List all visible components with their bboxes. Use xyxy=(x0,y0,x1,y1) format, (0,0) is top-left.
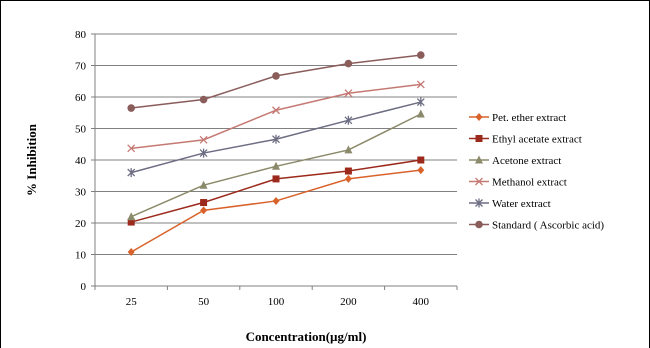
data-point xyxy=(272,196,280,205)
data-point xyxy=(127,247,135,256)
legend-marker xyxy=(475,177,483,186)
series-4 xyxy=(127,80,425,153)
y-axis-title: % Inhibition xyxy=(24,123,39,196)
y-tick-label: 50 xyxy=(75,124,87,136)
legend-label: Methanol extract xyxy=(492,177,567,189)
y-tick-label: 0 xyxy=(81,281,87,293)
data-point xyxy=(416,80,425,89)
legend-label: Pet. ether extract xyxy=(492,112,566,124)
data-point xyxy=(272,134,280,144)
series-2 xyxy=(127,156,425,226)
series-group xyxy=(127,51,425,256)
data-point xyxy=(416,97,425,107)
data-point xyxy=(127,144,136,153)
data-point xyxy=(417,166,425,175)
y-tick-labels: 0 10 20 30 40 50 60 70 80 xyxy=(75,29,95,293)
data-point xyxy=(127,168,136,178)
x-tick-labels: 25 50 100 200 400 xyxy=(94,286,458,308)
legend-marker xyxy=(475,198,483,208)
data-point xyxy=(344,174,352,183)
series-5 xyxy=(127,97,425,178)
data-point xyxy=(199,135,208,144)
data-point xyxy=(272,175,280,183)
data-point xyxy=(344,89,353,98)
legend-entry: Water extract xyxy=(469,198,551,210)
data-point xyxy=(272,106,280,115)
legend-marker xyxy=(475,220,483,229)
y-tick-label: 80 xyxy=(75,29,87,41)
series-line xyxy=(131,54,421,109)
legend-label: Acetone extract xyxy=(492,155,561,167)
x-tick-label: 50 xyxy=(198,296,210,308)
data-point xyxy=(344,167,352,175)
data-point xyxy=(344,145,353,154)
x-tick-label: 200 xyxy=(340,296,357,308)
legend: Pet. ether extract Ethyl acetate extract A… xyxy=(469,112,604,232)
data-point xyxy=(344,59,353,68)
data-point xyxy=(416,109,425,118)
legend-entry: Standard ( Ascorbic acid) xyxy=(469,220,604,232)
legend-entry: Pet. ether extract xyxy=(469,112,566,124)
legend-entry: Acetone extract xyxy=(469,155,561,167)
data-point xyxy=(417,51,425,59)
data-point xyxy=(200,206,208,215)
data-point xyxy=(199,180,208,189)
series-3 xyxy=(127,109,425,221)
series-1 xyxy=(127,166,425,256)
y-tick-label: 60 xyxy=(75,92,87,104)
data-point xyxy=(127,212,136,221)
x-tick-label: 400 xyxy=(413,296,430,308)
data-point xyxy=(272,161,280,170)
legend-marker xyxy=(475,155,483,164)
legend-marker xyxy=(475,135,483,142)
data-point xyxy=(127,218,135,226)
x-axis-title: Concentration(µg/ml) xyxy=(246,329,367,344)
x-tick-label: 100 xyxy=(268,296,285,308)
legend-entry: Methanol extract xyxy=(469,177,567,189)
data-point xyxy=(199,148,208,158)
y-tick-label: 70 xyxy=(75,61,87,73)
y-tick-label: 30 xyxy=(75,187,87,199)
y-tick-label: 20 xyxy=(75,218,87,230)
data-point xyxy=(417,156,425,164)
data-point xyxy=(127,104,135,112)
legend-label: Standard ( Ascorbic acid) xyxy=(492,220,604,232)
data-point xyxy=(344,115,353,125)
y-tick-label: 40 xyxy=(75,155,87,167)
legend-marker xyxy=(475,113,483,121)
x-tick-label: 25 xyxy=(126,296,138,308)
legend-label: Water extract xyxy=(492,198,551,210)
data-point xyxy=(199,95,208,104)
legend-label: Ethyl acetate extract xyxy=(492,134,582,146)
data-point xyxy=(272,72,280,80)
series-6 xyxy=(127,51,425,112)
y-tick-label: 10 xyxy=(75,250,87,262)
gridlines xyxy=(95,33,457,255)
legend-entry: Ethyl acetate extract xyxy=(469,134,582,146)
data-point xyxy=(200,199,208,207)
